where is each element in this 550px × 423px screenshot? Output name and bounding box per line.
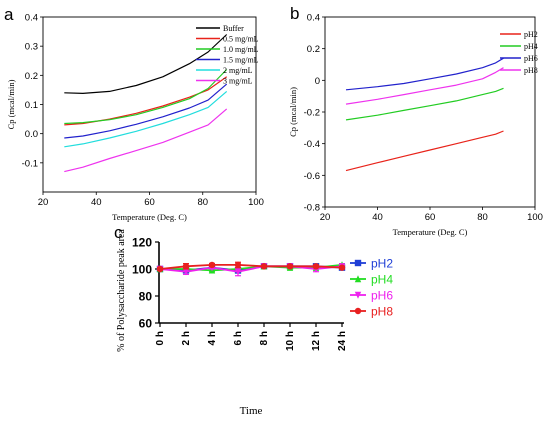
x-tick-label: 80: [197, 197, 208, 208]
data-point-ph8: [234, 261, 242, 269]
y-tick-label: 80: [139, 290, 153, 304]
y-axis-label: Cp (mcal/min): [6, 79, 16, 129]
y-tick-label: 0.4: [25, 13, 38, 24]
legend-marker: [354, 307, 362, 315]
y-tick-label: 0.2: [25, 71, 38, 82]
legend-marker: [354, 291, 362, 299]
series-line-3-mg-ml: [64, 108, 228, 173]
y-tick-label: 0.3: [25, 42, 38, 53]
data-point-ph8: [156, 265, 164, 273]
y-tick-label: 120: [132, 236, 152, 250]
series-line-2-mg-ml: [64, 90, 228, 148]
legend-label: 0.5 mg/mL: [223, 35, 259, 44]
legend-label: pH4: [371, 273, 393, 287]
legend-label: pH6: [371, 289, 393, 303]
x-tick-label: 60: [144, 197, 155, 208]
data-point-ph8: [182, 263, 190, 270]
data-point-ph8: [260, 263, 268, 270]
data-point-ph8: [286, 263, 294, 270]
x-tick-label: 100: [248, 197, 264, 208]
x-tick-label: 6 h: [233, 331, 244, 345]
series-line-ph8: [345, 67, 504, 105]
series-line-0-5-mg-ml: [64, 76, 228, 126]
legend-label: pH8: [371, 305, 393, 319]
y-tick-label: 0: [315, 76, 320, 87]
x-tick-label: 8 h: [259, 331, 270, 345]
legend-label: 3 mg/mL: [223, 77, 253, 86]
y-tick-label: 0.2: [307, 44, 320, 55]
y-tick-label: -0.1: [22, 158, 38, 169]
y-axis-label: Cp (mcal/min): [288, 87, 298, 137]
data-point-ph8: [338, 264, 346, 271]
x-axis-label: Temperature (Deg. C): [393, 227, 468, 237]
legend-label: pH2: [371, 257, 393, 271]
x-tick-label: 40: [91, 197, 102, 208]
legend-label: 1.5 mg/mL: [223, 56, 259, 65]
y-axis-label: % of Polysaccharide peak area: [116, 229, 127, 352]
x-axis-label: Temperature (Deg. C): [112, 212, 187, 222]
series-line-ph2: [345, 130, 504, 172]
panel-label-b: b: [290, 4, 299, 23]
series-line-ph6: [159, 265, 343, 273]
x-tick-label: 60: [425, 212, 436, 223]
x-tick-label: 10 h: [285, 331, 296, 351]
panel-label-c: c: [114, 223, 123, 242]
data-point-ph8: [312, 263, 320, 270]
series-line-buffer: [64, 34, 228, 95]
y-tick-label: -0.6: [304, 171, 320, 182]
series-line-1-0-mg-ml: [64, 69, 228, 125]
y-tick-label: 0.0: [25, 129, 38, 140]
x-tick-label: 20: [320, 212, 331, 223]
y-tick-label: -0.8: [304, 203, 320, 214]
x-tick-label: 24 h: [337, 331, 348, 351]
legend-label: pH2: [524, 30, 538, 39]
y-tick-label: 0.1: [25, 100, 38, 111]
chart-panel-c: 60 80 100 120 0 h 2 h 4 h 6 h 8 h 10 h 12 h 24 h Tim…: [116, 229, 393, 417]
legend-label: Buffer: [223, 24, 244, 33]
x-tick-label: 100: [527, 212, 543, 223]
data-point-ph6: [182, 268, 190, 276]
series-line-ph4: [345, 87, 504, 121]
y-tick-label: 100: [132, 263, 152, 277]
x-tick-label: 0 h: [155, 331, 166, 345]
legend-marker: [354, 275, 362, 283]
x-tick-label: 2 h: [181, 331, 192, 345]
y-tick-label: 0.4: [307, 13, 320, 24]
legend-label: pH8: [524, 66, 538, 75]
series-line-ph8: [159, 263, 343, 270]
legend-label: 2 mg/mL: [223, 66, 253, 75]
legend-marker: [354, 259, 362, 267]
x-tick-label: 4 h: [207, 331, 218, 345]
legend-label: 1.0 mg/mL: [223, 45, 259, 54]
legend-label: pH6: [524, 54, 538, 63]
panel-label-a: a: [4, 5, 14, 24]
data-point-ph8: [208, 261, 216, 269]
data-point-ph6: [234, 268, 242, 276]
legend-label: pH4: [524, 42, 538, 51]
x-tick-label: 20: [38, 197, 49, 208]
y-tick-label: -0.2: [304, 108, 320, 119]
series-line-1-5-mg-ml: [64, 83, 228, 139]
chart-panel-a: 20 40 60 80 100 -0.1 0.0 0.1 0.2 0.3 0.4 Temperatur…: [6, 13, 264, 223]
series-line-ph6: [345, 57, 504, 91]
chart-panel-b: 20 40 60 80 100 -0.8 -0.6 -0.4 -0.2 0 0.2 0.4 Temper…: [288, 13, 543, 238]
y-tick-label: -0.4: [304, 139, 320, 150]
y-tick-label: 60: [139, 317, 153, 331]
x-axis-label: Time: [240, 405, 263, 417]
x-tick-label: 80: [477, 212, 488, 223]
series-line-ph4: [160, 264, 343, 272]
x-tick-label: 40: [372, 212, 383, 223]
x-tick-label: 12 h: [311, 331, 322, 351]
